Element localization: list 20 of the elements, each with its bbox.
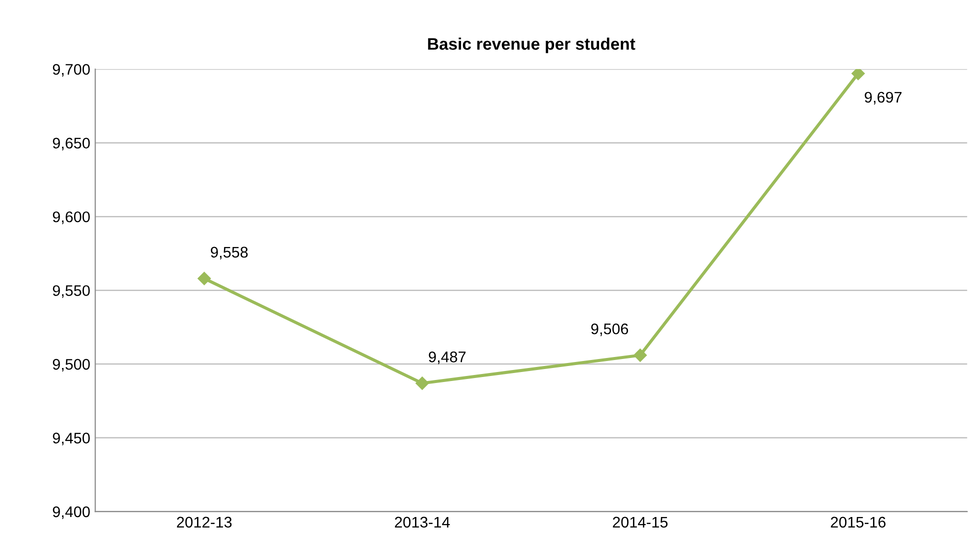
chart-title: Basic revenue per student	[428, 38, 636, 54]
point	[198, 272, 211, 286]
y-tick-label: 9,400	[52, 506, 90, 520]
data-label: 9,506	[591, 323, 628, 336]
data-label: 9,558	[210, 246, 248, 260]
y-tick-label: 9,550	[52, 285, 90, 298]
data-label: 9,487	[428, 352, 466, 364]
x-tick-label: 2013-14	[394, 516, 450, 528]
point	[852, 69, 865, 80]
y-tick-label: 9,500	[52, 358, 90, 372]
y-tick-label: 9,650	[52, 138, 90, 150]
y-tick-label: 9,700	[52, 64, 90, 77]
y-tick-label: 9,450	[52, 432, 90, 446]
point	[416, 376, 429, 390]
y-tick-label: 9,600	[52, 211, 90, 224]
data-label: 9,697	[864, 92, 902, 104]
point	[634, 348, 647, 362]
x-tick-label: 2014-15	[612, 516, 668, 528]
x-tick-label: 2012-13	[176, 516, 232, 528]
x-tick-label: 2015-16	[830, 516, 886, 528]
